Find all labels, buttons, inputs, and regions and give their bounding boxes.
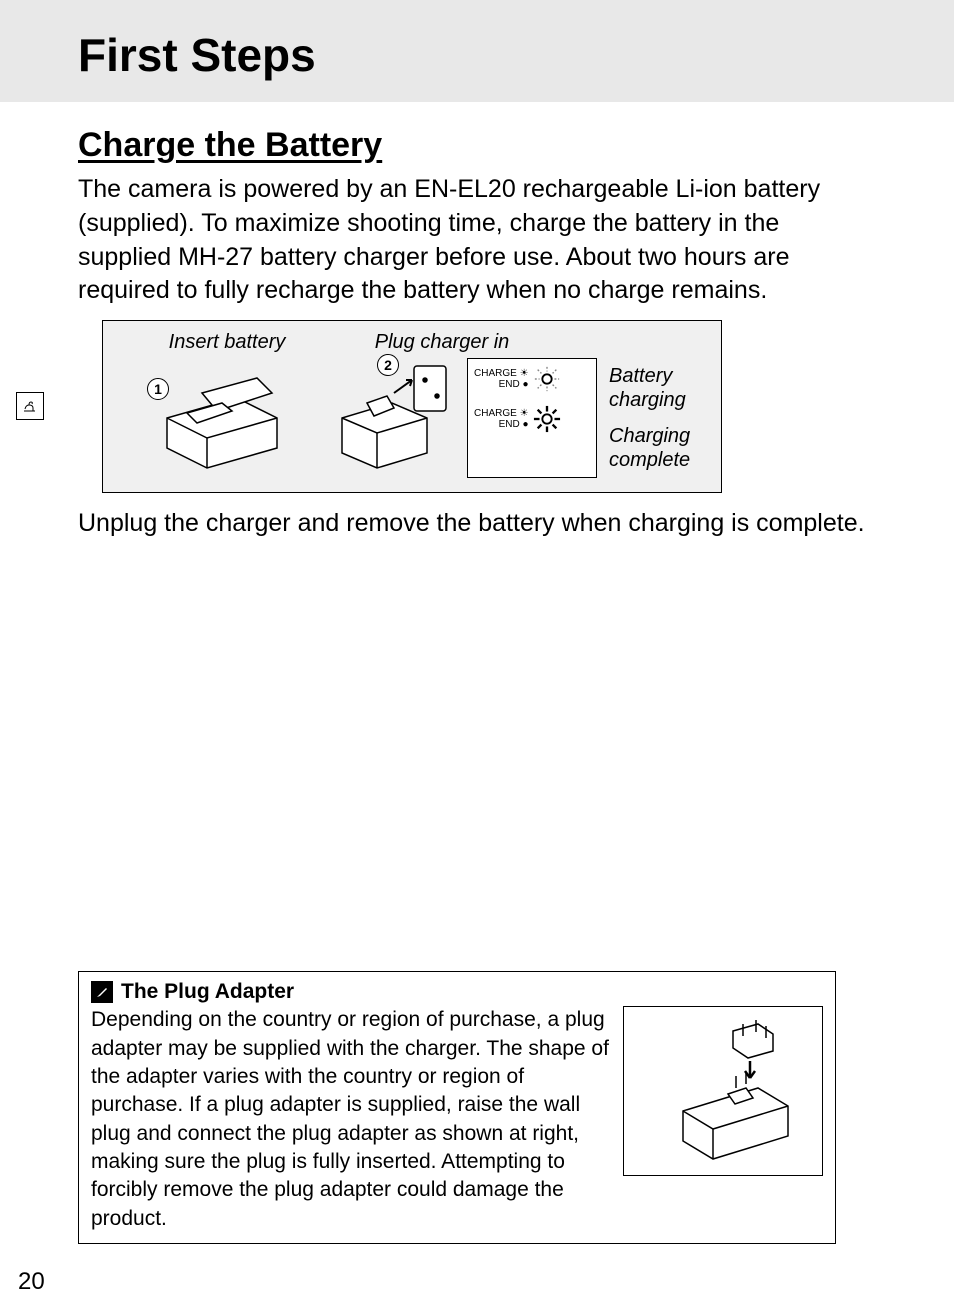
indicator-charging-row: CHARGE ☀ END ● [468, 359, 596, 399]
charging-blink-icon [533, 365, 561, 393]
plug-adapter-note: The Plug Adapter Depending on the countr… [78, 971, 836, 1244]
note-text: Depending on the country or region of pu… [91, 1006, 609, 1233]
intro-paragraph: The camera is powered by an EN-EL20 rech… [78, 173, 876, 308]
indicator-labels-1: CHARGE ☀ END ● [474, 368, 529, 390]
charger-illustration-2: 2 [327, 358, 467, 478]
note-title: The Plug Adapter [121, 980, 294, 1004]
charge-label-2: CHARGE [474, 408, 517, 419]
charging-solid-icon [533, 405, 561, 433]
plug-adapter-illustration [623, 1006, 823, 1176]
charge-label-1: CHARGE [474, 368, 517, 379]
status-complete: Charging complete [609, 424, 707, 472]
content-area: Charge the Battery The camera is powered… [0, 102, 954, 541]
indicator-labels-2: CHARGE ☀ END ● [474, 408, 529, 430]
header-band: First Steps [0, 0, 954, 102]
after-paragraph: Unplug the charger and remove the batter… [78, 507, 876, 541]
step-number-2: 2 [377, 354, 399, 376]
charger-illustration-1: 1 [117, 358, 327, 478]
label-plug-charger: Plug charger in [337, 331, 547, 354]
section-tab-icon [16, 392, 44, 420]
note-body: Depending on the country or region of pu… [91, 1006, 823, 1233]
charger-svg-1 [147, 363, 297, 473]
indicator-panel: CHARGE ☀ END ● [467, 358, 597, 478]
diagram-row: 1 2 [117, 358, 707, 478]
charger-svg-2 [332, 358, 462, 478]
diagram-labels: Insert battery Plug charger in [117, 331, 707, 354]
page-number: 20 [18, 1268, 45, 1296]
charging-diagram: Insert battery Plug charger in 1 2 [102, 320, 722, 493]
indicator-complete-row: CHARGE ☀ END ● [468, 399, 596, 439]
main-title: First Steps [78, 28, 954, 82]
status-labels: Battery charging Charging complete [597, 358, 707, 478]
end-label-1: END [499, 379, 520, 390]
status-charging: Battery charging [609, 364, 707, 412]
pencil-icon [91, 981, 113, 1003]
section-title: Charge the Battery [78, 126, 876, 165]
step-number-1: 1 [147, 378, 169, 400]
note-header: The Plug Adapter [91, 980, 823, 1004]
end-label-2: END [499, 419, 520, 430]
label-insert-battery: Insert battery [117, 331, 337, 354]
